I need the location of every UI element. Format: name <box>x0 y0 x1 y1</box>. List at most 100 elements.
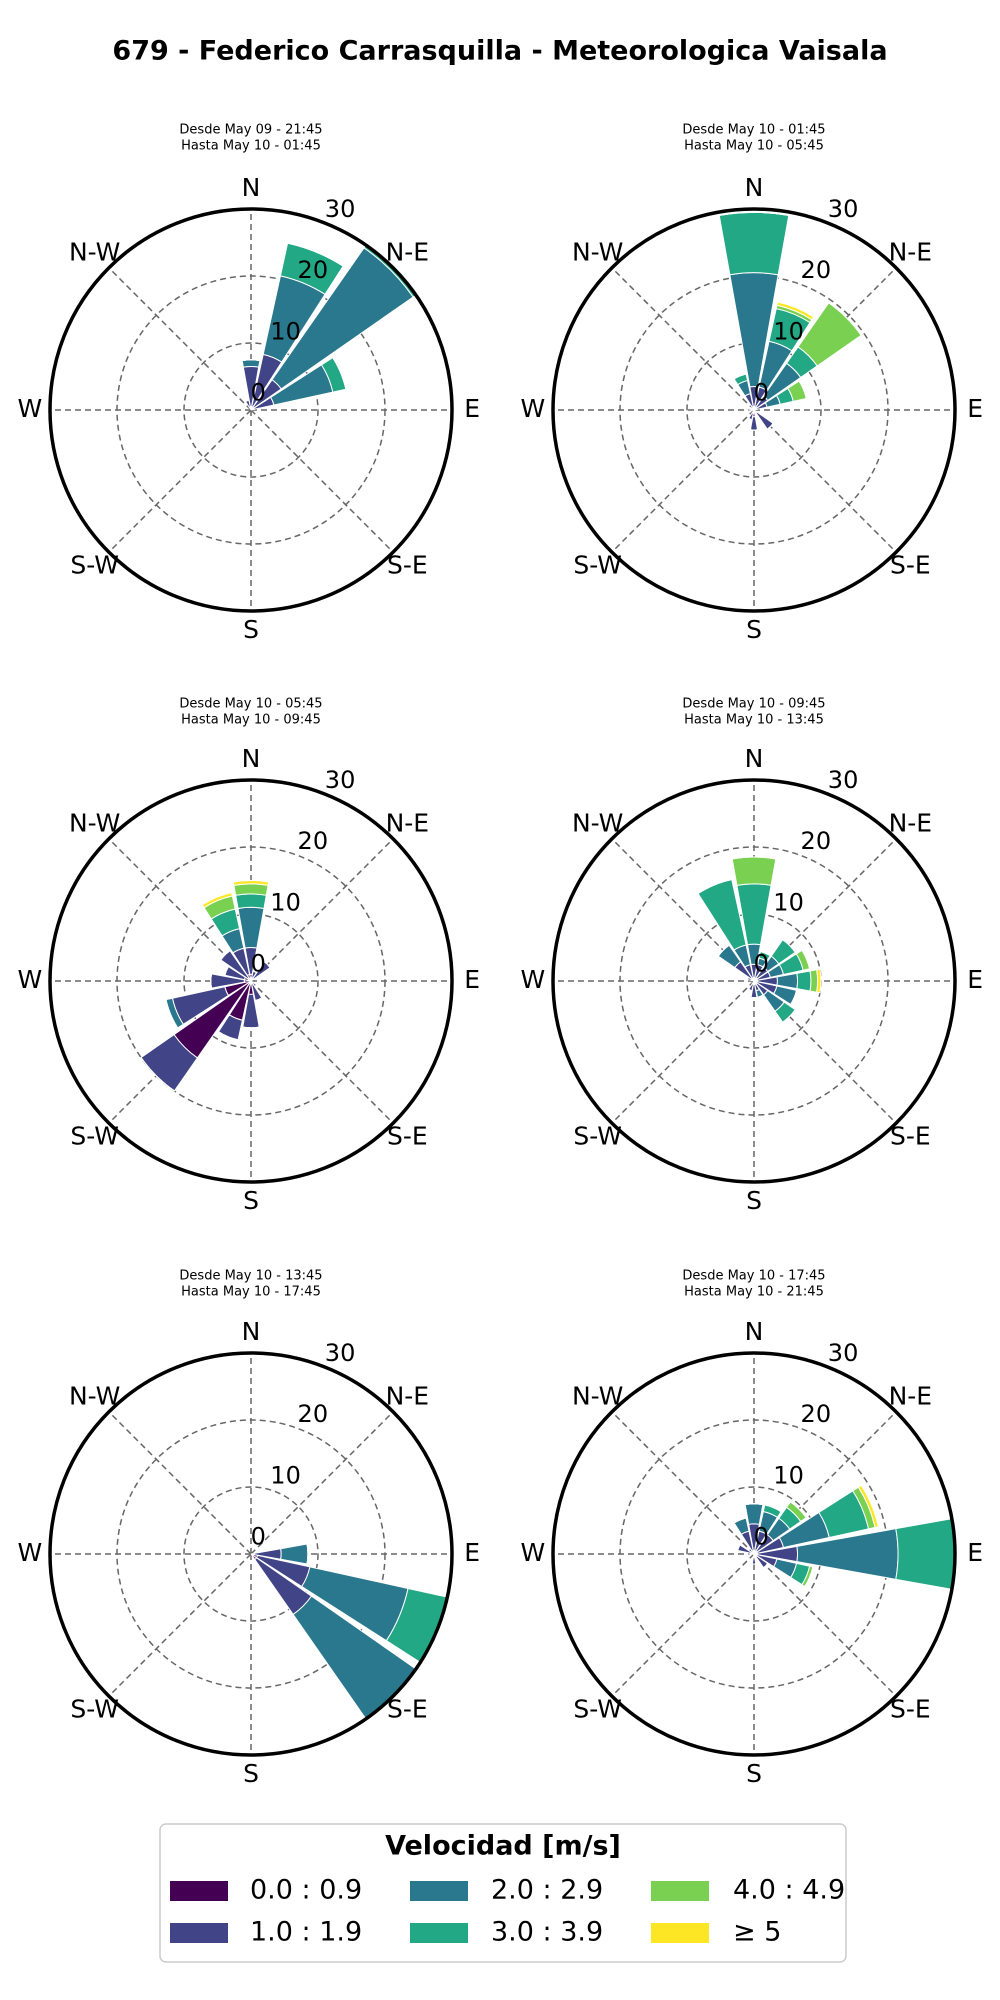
direction-label: N-W <box>572 238 623 267</box>
spoke <box>611 409 755 553</box>
page-title: 679 - Federico Carrasquilla - Meteorolog… <box>112 36 887 67</box>
legend-label: ≥ 5 <box>733 1917 781 1948</box>
legend-title: Velocidad [m/s] <box>385 1831 621 1862</box>
r-tick-label: 30 <box>828 766 859 794</box>
bars <box>250 1543 452 1742</box>
subtitle: Hasta May 10 - 05:45 <box>684 139 824 154</box>
bar-segment <box>737 1544 741 1551</box>
direction-label: N-E <box>386 1382 430 1411</box>
r-tick-label: 30 <box>325 195 356 223</box>
bar-segment <box>245 399 249 402</box>
r-tick-label: 20 <box>801 256 832 284</box>
bar-segment <box>804 1566 814 1587</box>
bar-segment <box>748 418 752 421</box>
r-tick-label: 10 <box>773 1461 804 1489</box>
spoke <box>108 1411 252 1555</box>
direction-label: S <box>243 615 259 644</box>
legend-label: 1.0 : 1.9 <box>250 1917 362 1948</box>
direction-label: S-E <box>387 550 428 579</box>
r-tick-label: 0 <box>251 1523 266 1551</box>
r-tick-label: 10 <box>270 888 301 916</box>
spoke <box>250 409 394 553</box>
direction-label: N <box>745 1317 764 1346</box>
legend-swatch <box>170 1881 228 1901</box>
direction-label: S-E <box>890 1694 931 1723</box>
bars <box>697 856 822 1023</box>
direction-label: N <box>242 173 261 202</box>
polar-spine <box>48 778 454 1184</box>
r-tick-label: 30 <box>325 1339 356 1367</box>
spoke <box>611 267 755 411</box>
direction-label: N <box>745 173 764 202</box>
direction-label: N <box>745 744 764 773</box>
bar-segment <box>763 1563 769 1569</box>
direction-label: E <box>967 1538 983 1567</box>
subtitle: Hasta May 10 - 01:45 <box>181 139 321 154</box>
bar-segment <box>719 211 789 216</box>
bar-segment <box>801 950 811 969</box>
bars <box>241 236 425 411</box>
direction-label: E <box>464 394 480 423</box>
legend-label: 2.0 : 2.9 <box>491 1875 603 1906</box>
legend-label: 3.0 : 3.9 <box>491 1917 603 1948</box>
spoke <box>250 980 394 1124</box>
legend-swatch <box>170 1923 228 1943</box>
direction-label: N-E <box>386 809 430 838</box>
r-tick-label: 0 <box>251 379 266 407</box>
subtitle: Hasta May 10 - 17:45 <box>181 1285 321 1300</box>
direction-label: N-E <box>889 809 933 838</box>
bars <box>733 1484 992 1597</box>
bar-segment <box>796 970 812 992</box>
bar-segment <box>218 1031 239 1041</box>
legend-swatch <box>651 1923 709 1943</box>
bar-segment <box>718 211 790 276</box>
bar-segment <box>776 301 815 321</box>
r-tick-label: 20 <box>801 827 832 855</box>
bar-segment <box>732 856 776 860</box>
direction-label: E <box>464 1538 480 1567</box>
bar-segment <box>306 1543 309 1565</box>
direction-label: W <box>18 394 43 423</box>
direction-label: S <box>746 1759 762 1788</box>
r-tick-label: 30 <box>828 195 859 223</box>
r-tick-label: 0 <box>754 1523 769 1551</box>
subtitle: Hasta May 10 - 21:45 <box>684 1285 824 1300</box>
direction-label: S-E <box>890 550 931 579</box>
bar-segment <box>235 893 267 910</box>
direction-label: N-W <box>572 809 623 838</box>
r-tick-label: 20 <box>298 256 329 284</box>
bar-segment <box>809 969 819 993</box>
bar-segment <box>210 973 212 989</box>
subtitle: Desde May 10 - 13:45 <box>179 1269 322 1284</box>
legend-swatch <box>651 1881 709 1901</box>
bar-segment <box>697 879 732 894</box>
direction-label: N-W <box>69 1382 120 1411</box>
direction-label: N <box>242 744 261 773</box>
subtitle: Desde May 10 - 01:45 <box>682 123 825 138</box>
direction-label: S-E <box>890 1121 931 1150</box>
legend-swatch <box>410 1923 468 1943</box>
polar-spine <box>48 207 454 613</box>
polar-spine <box>551 778 957 1184</box>
direction-label: W <box>521 965 546 994</box>
direction-label: N-E <box>386 238 430 267</box>
direction-label: N-W <box>69 809 120 838</box>
direction-label: N-E <box>889 1382 933 1411</box>
bar-segment <box>731 856 777 886</box>
bar-segment <box>857 1484 879 1529</box>
spoke <box>108 1553 252 1697</box>
bar-segment <box>140 1057 175 1092</box>
r-tick-label: 30 <box>828 1339 859 1367</box>
subtitle: Hasta May 10 - 09:45 <box>181 713 321 728</box>
direction-label: N-W <box>69 238 120 267</box>
polar-spine <box>551 207 957 613</box>
direction-label: N-W <box>572 1382 623 1411</box>
direction-label: S <box>746 615 762 644</box>
legend-label: 4.0 : 4.9 <box>733 1875 845 1906</box>
bar-segment <box>760 951 771 957</box>
bar-segment <box>988 1512 992 1596</box>
r-tick-label: 20 <box>298 1400 329 1428</box>
grid-circle <box>183 1486 319 1622</box>
legend-swatch <box>410 1881 468 1901</box>
